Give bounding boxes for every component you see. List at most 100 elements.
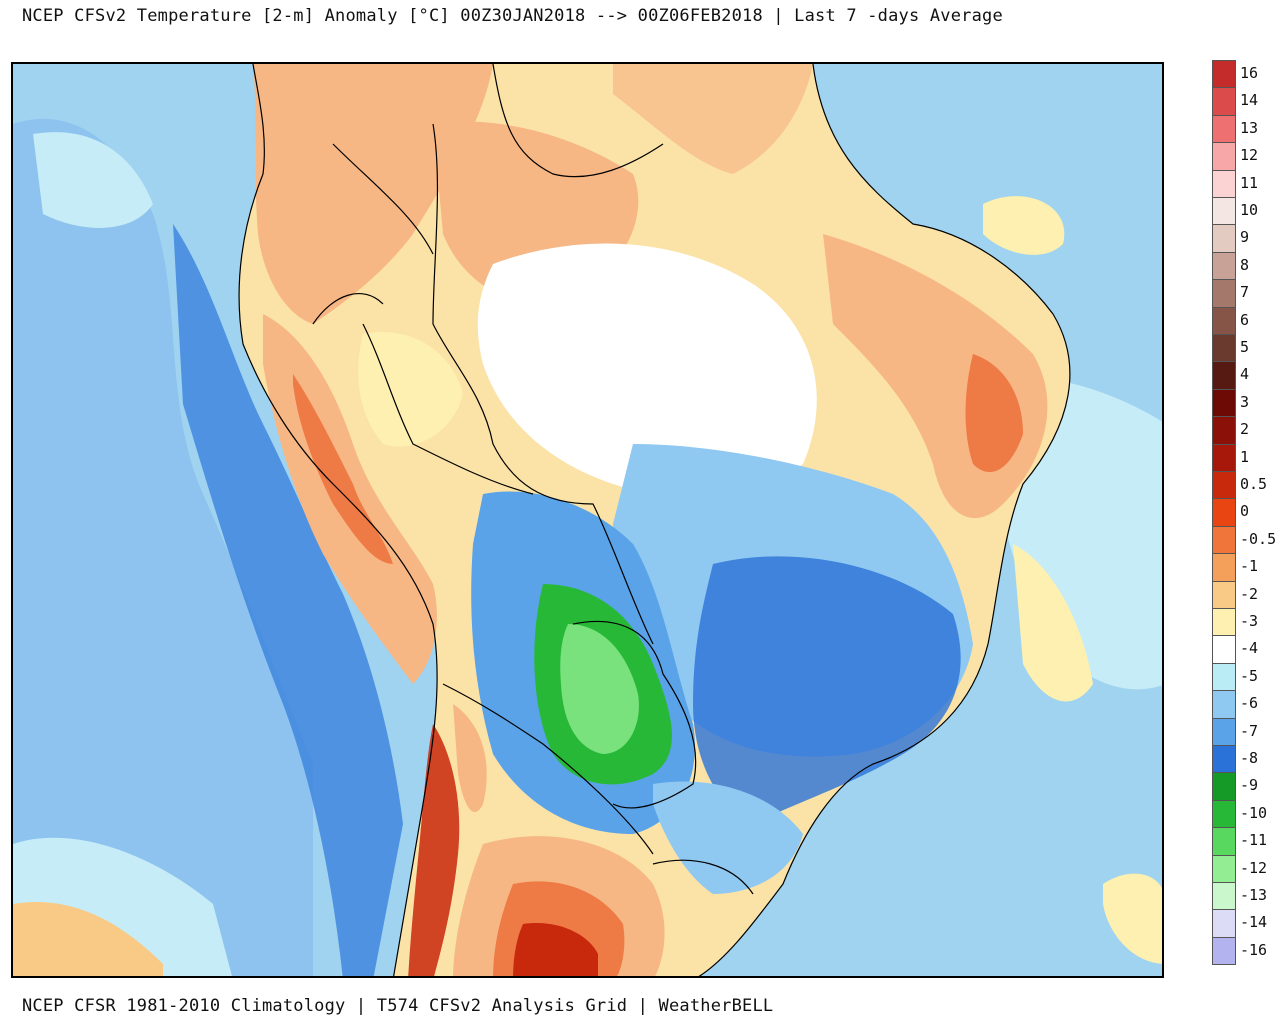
ocean-deep-coast	[173, 224, 403, 976]
legend-swatch	[1212, 87, 1236, 116]
very-cold-southeast	[693, 556, 961, 824]
country-borders	[238, 64, 1071, 976]
legend-swatch	[1212, 388, 1236, 418]
legend-swatch	[1212, 745, 1236, 774]
legend-label: 13	[1240, 118, 1259, 137]
border-peru	[312, 293, 384, 325]
hot-andes-core	[293, 374, 393, 564]
legend-label: 10	[1240, 201, 1259, 219]
legend-label: 6	[1240, 310, 1250, 329]
legend-swatch	[1212, 279, 1236, 308]
legend-label: 11	[1240, 173, 1259, 192]
ocean-warm-sw	[13, 902, 163, 976]
legend-label: 1	[1240, 447, 1250, 466]
legend-label: -12	[1240, 858, 1268, 877]
border-uruguay	[652, 859, 754, 895]
ocean-warm-east	[1013, 544, 1093, 702]
border-brazil-west	[432, 123, 654, 645]
border-paraguay	[572, 620, 697, 809]
green-core-inner	[560, 624, 639, 754]
legend-swatch	[1212, 169, 1236, 198]
cold-uruguay	[653, 781, 803, 894]
ocean-light-band-west	[13, 118, 313, 976]
map-canvas	[13, 64, 1162, 976]
legend-swatch	[1212, 498, 1236, 527]
legend-label: -1	[1240, 557, 1259, 576]
legend-label: -10	[1240, 803, 1268, 822]
legend-swatch	[1212, 635, 1236, 664]
legend-swatch	[1212, 60, 1236, 89]
legend-swatch	[1212, 525, 1236, 555]
legend-label: -8	[1240, 749, 1259, 767]
coastline	[238, 64, 438, 976]
legend-swatch	[1212, 224, 1236, 253]
neutral-amazon	[477, 243, 817, 498]
legend-swatch	[1212, 772, 1236, 801]
legend-swatch	[1212, 197, 1236, 226]
hot-northeast-core	[965, 354, 1023, 473]
anomaly-map	[11, 62, 1164, 978]
legend-label: -3	[1240, 612, 1259, 630]
footer-credit: NCEP CFSR 1981-2010 Climatology | T574 C…	[22, 996, 774, 1016]
legend-label: 14	[1240, 91, 1259, 110]
legend-swatch	[1212, 471, 1236, 500]
ocean-warm-se	[1103, 873, 1162, 964]
legend-label: -4	[1240, 639, 1259, 658]
border-venezuela	[492, 64, 664, 178]
ocean-light-spot	[33, 132, 153, 228]
legend-label: 16	[1240, 64, 1259, 82]
legend-swatch	[1212, 717, 1236, 746]
legend-label: 7	[1240, 283, 1250, 302]
legend-swatch	[1212, 799, 1236, 829]
legend-label: 12	[1240, 146, 1259, 165]
border-colombia	[332, 143, 434, 255]
legend-swatch	[1212, 936, 1236, 966]
legend-label: -2	[1240, 584, 1259, 603]
legend-swatch	[1212, 882, 1236, 911]
border-bolivia	[362, 323, 534, 495]
legend-label: -5	[1240, 666, 1259, 685]
legend-label: -6	[1240, 694, 1259, 713]
legend-label: 0	[1240, 502, 1250, 521]
legend-label: -0.5	[1240, 529, 1277, 548]
color-legend	[1212, 60, 1236, 966]
red-core-south	[513, 923, 598, 976]
warm-north-andes	[253, 64, 493, 324]
legend-label: -7	[1240, 721, 1259, 740]
hot-chile-strip	[408, 724, 460, 976]
legend-swatch	[1212, 608, 1236, 637]
legend-label: -14	[1240, 913, 1268, 932]
legend-label: -9	[1240, 776, 1259, 795]
legend-swatch	[1212, 909, 1236, 938]
legend-swatch	[1212, 443, 1236, 472]
legend-label: -16	[1240, 940, 1268, 959]
legend-swatch	[1212, 114, 1236, 144]
warm-guiana	[613, 64, 813, 174]
legend-swatch	[1212, 251, 1236, 281]
legend-label: 5	[1240, 338, 1250, 356]
warm-chile-strip	[453, 704, 487, 813]
legend-swatch	[1212, 690, 1236, 719]
legend-label: 8	[1240, 255, 1250, 274]
legend-swatch	[1212, 334, 1236, 363]
neutral-bolivia	[358, 332, 463, 447]
legend-swatch	[1212, 416, 1236, 445]
ocean-warm-ne	[983, 196, 1065, 255]
legend-swatch	[1212, 361, 1236, 390]
legend-label: 4	[1240, 365, 1250, 384]
legend-swatch	[1212, 553, 1236, 582]
legend-label: 9	[1240, 228, 1250, 247]
legend-label: 3	[1240, 392, 1250, 411]
legend-swatch	[1212, 580, 1236, 609]
legend-label: 2	[1240, 420, 1250, 439]
page-title: NCEP CFSv2 Temperature [2-m] Anomaly [°C…	[22, 6, 1003, 26]
legend-swatch	[1212, 827, 1236, 856]
legend-swatch	[1212, 854, 1236, 883]
coastline-east	[698, 64, 1071, 976]
legend-label: -11	[1240, 831, 1268, 850]
border-argentina	[442, 683, 654, 855]
legend-label: 0.5	[1240, 475, 1268, 493]
legend-swatch	[1212, 306, 1236, 335]
legend-swatch	[1212, 142, 1236, 171]
legend-label: -13	[1240, 886, 1268, 904]
